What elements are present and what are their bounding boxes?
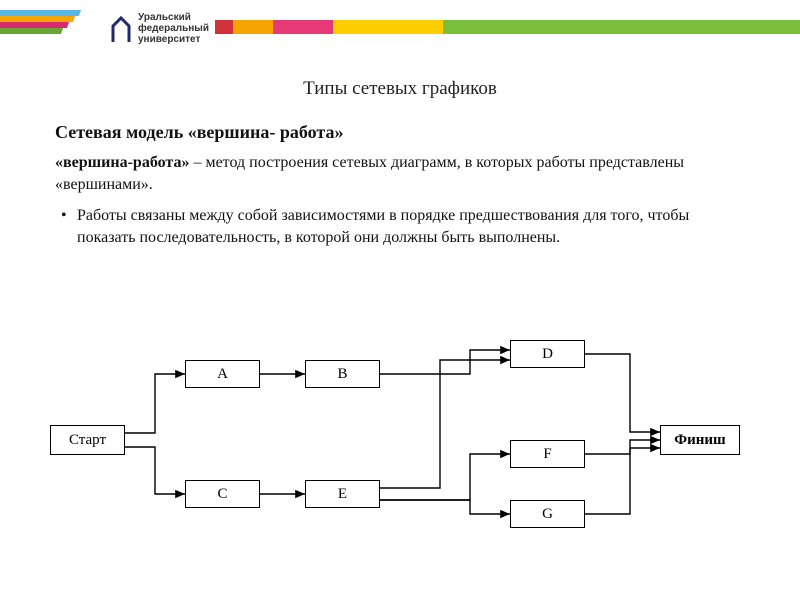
paragraph: «вершина-работа» – метод построения сете…: [55, 152, 745, 195]
diagram-node-D: D: [510, 340, 585, 368]
logo-line-3: университет: [138, 34, 209, 45]
diagram-node-finish: Финиш: [660, 425, 740, 455]
diagram-node-G: G: [510, 500, 585, 528]
logo-icon: [110, 14, 132, 44]
header-left-stripes: [0, 10, 80, 34]
logo-block: Уральский федеральный университет: [110, 12, 209, 45]
diagram-node-C: C: [185, 480, 260, 508]
network-diagram: Старт A B C E D F G Финиш: [40, 330, 760, 570]
subtitle: Сетевая модель «вершина- работа»: [55, 120, 745, 144]
para-bold: «вершина-работа»: [55, 154, 189, 171]
bullet-item: Работы связаны между собой зависимостями…: [55, 205, 745, 248]
diagram-node-F: F: [510, 440, 585, 468]
slide-title: Типы сетевых графиков: [0, 78, 800, 100]
logo-line-1: Уральский: [138, 12, 209, 23]
diagram-node-B: B: [305, 360, 380, 388]
diagram-node-A: A: [185, 360, 260, 388]
content-block: Сетевая модель «вершина- работа» «вершин…: [55, 120, 745, 257]
logo-text: Уральский федеральный университет: [138, 12, 209, 45]
diagram-node-E: E: [305, 480, 380, 508]
diagram-node-start: Старт: [50, 425, 125, 455]
header-right-stripes: [215, 20, 800, 34]
logo-line-2: федеральный: [138, 23, 209, 34]
header-band: Уральский федеральный университет: [0, 10, 800, 50]
diagram-edges: [40, 330, 760, 570]
